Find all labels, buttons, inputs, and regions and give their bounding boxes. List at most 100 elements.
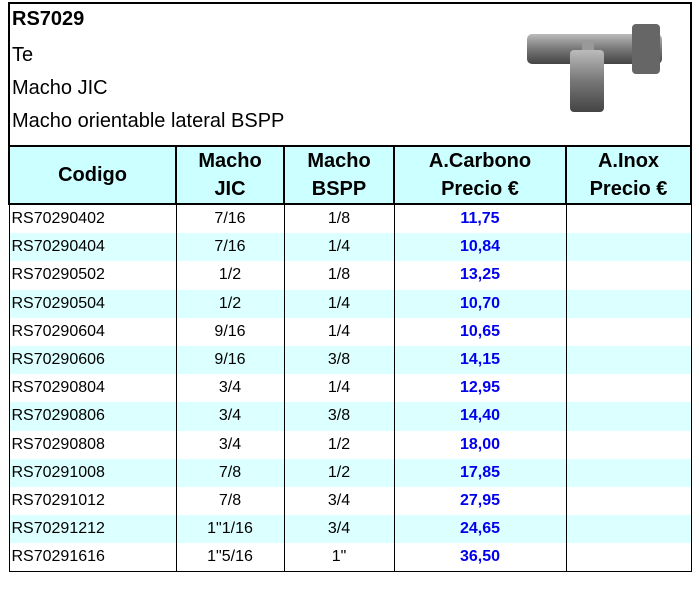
- table-cell: RS70291012: [8, 486, 177, 516]
- table-row: RS70290804 3/4 1/4 12,95: [8, 374, 692, 403]
- table-cell: 18,00: [393, 430, 567, 459]
- table-cell: 1/2: [283, 430, 395, 459]
- table-cell: RS70290502: [8, 261, 177, 290]
- empty-cell: [565, 345, 692, 375]
- table-row: RS70290604 9/16 1/4 10,65: [8, 317, 692, 346]
- table-row: RS70290404 7/16 1/4 10,84: [8, 233, 692, 262]
- title: RS7029: [12, 8, 85, 30]
- table-row: RS70290504 1/2 1/4 10,70: [8, 289, 692, 318]
- price-table: Codigo Macho JIC Macho BSPP A.Carbono Precio €…: [8, 145, 692, 573]
- empty-cell: [565, 261, 692, 290]
- column-header: Codigo: [8, 145, 177, 205]
- empty-cell: [565, 430, 692, 459]
- table-row: RS70290806 3/4 3/8 14,40: [8, 402, 692, 431]
- table-cell: 1/4: [283, 233, 395, 262]
- table-cell: RS70290604: [8, 317, 177, 346]
- header-text: Macho: [307, 150, 371, 172]
- table-cell: 1/2: [175, 289, 285, 318]
- table-row: RS70290502 1/2 1/8 13,25: [8, 261, 692, 290]
- column-header: A.Carbono Precio €: [393, 145, 567, 205]
- table-row: RS70291212 1"1/16 3/4 24,65: [8, 515, 692, 544]
- table-row: RS70291616 1"5/16 1" 36,50: [8, 543, 692, 573]
- empty-cell: [565, 204, 692, 234]
- table-cell: 1": [283, 543, 395, 573]
- column-header: A.Inox Precio €: [565, 145, 692, 205]
- table-cell: 3/4: [175, 430, 285, 459]
- table-cell: 3/8: [283, 402, 395, 431]
- header-text: A.Carbono: [428, 150, 532, 172]
- table-cell: 10,65: [393, 317, 567, 346]
- empty-cell: [565, 317, 692, 346]
- table-row: RS70291008 7/8 1/2 17,85: [8, 458, 692, 487]
- header-text: Precio €: [441, 178, 519, 200]
- table-cell: 1/2: [175, 261, 285, 290]
- table-cell: RS70290804: [8, 374, 177, 403]
- header-text: Precio €: [589, 178, 668, 200]
- subtitle: Te: [12, 44, 34, 66]
- empty-cell: [565, 486, 692, 516]
- column-header: Macho JIC: [175, 145, 285, 205]
- table-cell: 10,84: [393, 233, 567, 262]
- header: RS7029 Te Macho JIC Macho orientable lat…: [8, 2, 692, 147]
- empty-cell: [565, 233, 692, 262]
- table-cell: RS70291212: [8, 515, 177, 544]
- header-text: A.Inox: [597, 150, 660, 172]
- table-row: RS70290606 9/16 3/8 14,15: [8, 345, 692, 375]
- header-text: JIC: [214, 178, 246, 200]
- table-cell: 7/8: [175, 458, 285, 487]
- table-cell: 3/4: [175, 374, 285, 403]
- table-cell: 1"5/16: [175, 543, 285, 573]
- table-cell: 3/4: [175, 402, 285, 431]
- table-cell: 11,75: [393, 204, 567, 234]
- empty-cell: [565, 515, 692, 544]
- table-cell: 3/4: [283, 486, 395, 516]
- column-header: Macho BSPP: [283, 145, 395, 205]
- table-cell: 27,95: [393, 486, 567, 516]
- table-cell: 3/4: [283, 515, 395, 544]
- table-cell: 1/4: [283, 317, 395, 346]
- table-cell: RS70290806: [8, 402, 177, 431]
- table-row: RS70291012 7/8 3/4 27,95: [8, 486, 692, 516]
- table-cell: RS70290402: [8, 204, 177, 234]
- subtitle: Macho JIC: [12, 77, 108, 99]
- product-image: [527, 24, 662, 112]
- subtitle: Macho orientable lateral BSPP: [12, 110, 285, 132]
- table-cell: 36,50: [393, 543, 567, 573]
- table-cell: 14,40: [393, 402, 567, 431]
- table-cell: 1"1/16: [175, 515, 285, 544]
- empty-cell: [565, 543, 692, 573]
- table-cell: 10,70: [393, 289, 567, 318]
- table-cell: 7/16: [175, 204, 285, 234]
- table-cell: 3/8: [283, 345, 395, 375]
- table-row: RS70290808 3/4 1/2 18,00: [8, 430, 692, 459]
- header-text: Codigo: [58, 164, 127, 186]
- table-cell: 1/4: [283, 289, 395, 318]
- table-cell: 13,25: [393, 261, 567, 290]
- table-cell: 1/2: [283, 458, 395, 487]
- header-row: Codigo Macho JIC Macho BSPP A.Carbono Precio €…: [8, 145, 692, 205]
- empty-cell: [565, 458, 692, 487]
- empty-cell: [565, 289, 692, 318]
- table-cell: 14,15: [393, 345, 567, 375]
- table-cell: 9/16: [175, 345, 285, 375]
- table-cell: 1/4: [283, 374, 395, 403]
- header-text: Macho: [198, 150, 262, 172]
- empty-cell: [565, 402, 692, 431]
- table-cell: 7/8: [175, 486, 285, 516]
- table-cell: RS70290404: [8, 233, 177, 262]
- table-body: RS70290402 7/16 1/8 11,75 RS70290404 7/16 1/4 1…: [8, 204, 692, 573]
- header-text: BSPP: [311, 178, 367, 200]
- empty-cell: [565, 374, 692, 403]
- table-cell: RS70291008: [8, 458, 177, 487]
- table-cell: RS70290606: [8, 345, 177, 375]
- table-cell: 24,65: [393, 515, 567, 544]
- table-cell: RS70290504: [8, 289, 177, 318]
- table-cell: 1/8: [283, 261, 395, 290]
- table-cell: RS70291616: [8, 543, 177, 573]
- table-cell: 17,85: [393, 458, 567, 487]
- table-cell: 1/8: [283, 204, 395, 234]
- table-cell: 7/16: [175, 233, 285, 262]
- table-cell: 12,95: [393, 374, 567, 403]
- table-cell: RS70290808: [8, 430, 177, 459]
